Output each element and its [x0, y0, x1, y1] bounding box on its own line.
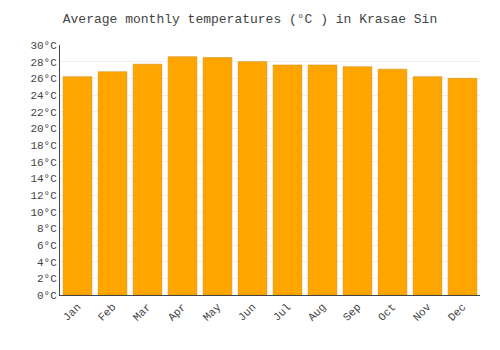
svg-text:24°C: 24°C: [30, 90, 57, 102]
svg-text:Aug: Aug: [306, 301, 328, 323]
svg-text:28°C: 28°C: [30, 57, 57, 69]
svg-text:20°C: 20°C: [30, 123, 57, 135]
svg-text:Oct: Oct: [376, 301, 398, 323]
svg-text:6°C: 6°C: [37, 240, 57, 252]
svg-text:Feb: Feb: [96, 301, 118, 323]
svg-text:Average monthly temperatures (: Average monthly temperatures (°C ) in Kr…: [63, 12, 437, 27]
svg-text:22°C: 22°C: [30, 107, 57, 119]
svg-text:Sep: Sep: [341, 301, 363, 323]
svg-text:18°C: 18°C: [30, 140, 57, 152]
svg-text:30°C: 30°C: [30, 40, 57, 52]
svg-text:10°C: 10°C: [30, 207, 57, 219]
svg-text:14°C: 14°C: [30, 173, 57, 185]
svg-text:Dec: Dec: [446, 301, 468, 323]
svg-text:2°C: 2°C: [37, 273, 57, 285]
svg-text:Jul: Jul: [271, 301, 293, 323]
svg-text:Apr: Apr: [166, 301, 188, 323]
svg-text:Mar: Mar: [131, 301, 153, 323]
svg-text:12°C: 12°C: [30, 190, 57, 202]
svg-text:8°C: 8°C: [37, 223, 57, 235]
svg-text:0°C: 0°C: [37, 290, 57, 302]
svg-text:16°C: 16°C: [30, 157, 57, 169]
svg-text:Jun: Jun: [236, 301, 258, 323]
svg-text:Nov: Nov: [411, 301, 434, 324]
svg-text:Jan: Jan: [61, 301, 83, 323]
svg-text:May: May: [201, 301, 224, 324]
svg-text:26°C: 26°C: [30, 73, 57, 85]
svg-text:4°C: 4°C: [37, 257, 57, 269]
